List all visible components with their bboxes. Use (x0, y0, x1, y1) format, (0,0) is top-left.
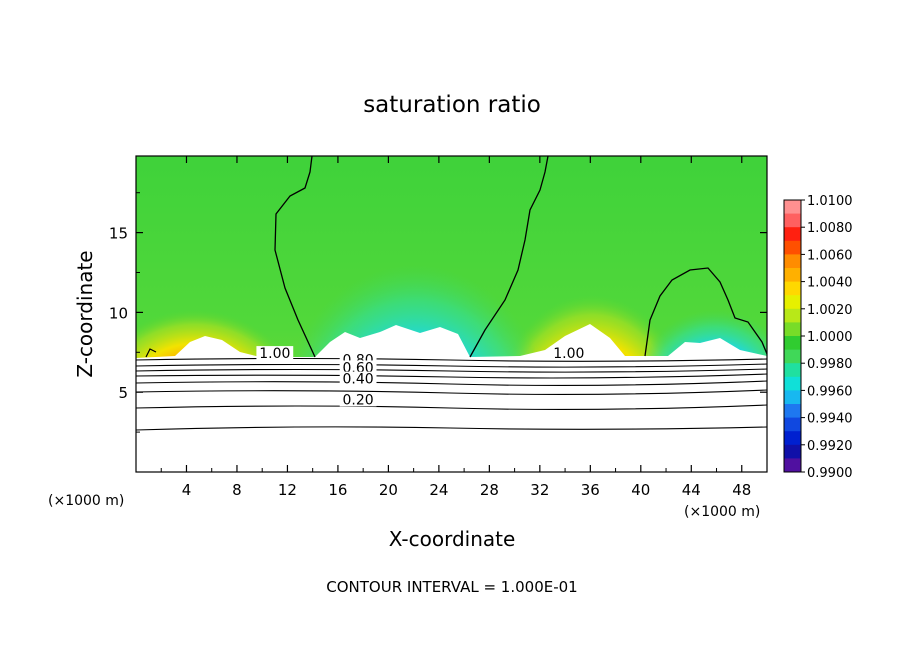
x-tick-label: 8 (232, 481, 242, 499)
y-tick-label: 10 (109, 304, 128, 322)
colorbar-swatch (784, 295, 801, 310)
x-tick-label: 4 (182, 481, 192, 499)
colorbar-label: 0.9920 (807, 439, 853, 454)
colorbar-swatch (784, 200, 801, 215)
colorbar-swatch (784, 390, 801, 405)
contour-label-bg (339, 371, 377, 386)
colorbar-swatch (784, 444, 801, 459)
contour-line (136, 404, 767, 410)
colorbar: 1.0100 1.0080 1.0060 1.0040 1.0020 1.0000 0.99… (783, 194, 853, 481)
contour-labels: 1.001.000.800.600.400.20 (256, 346, 588, 408)
colorbar-label: 0.9960 (807, 384, 853, 399)
y-tick-label: 15 (109, 225, 128, 243)
colorbar-label: 0.9940 (807, 412, 853, 427)
colorbar-swatch (784, 254, 801, 269)
colorbar-swatch (784, 458, 801, 473)
x-tick-label: 24 (429, 481, 448, 499)
contour-label: 0.40 (343, 372, 374, 388)
colorbar-swatch (784, 227, 801, 242)
colorbar-label: 0.9980 (807, 357, 853, 372)
x-tick-label: 44 (682, 481, 701, 499)
colorbar-swatch (784, 240, 801, 255)
colorbar-swatch (784, 336, 801, 351)
contour-line (136, 380, 767, 386)
chart-title: saturation ratio (363, 92, 541, 118)
x-tick-label: 12 (278, 481, 297, 499)
colorbar-swatch (784, 417, 801, 432)
contour-line (136, 373, 767, 379)
colorbar-swatch (784, 431, 801, 446)
contour-line (136, 363, 767, 368)
colorbar-label: 1.0020 (807, 303, 853, 318)
x-tick-label: 48 (732, 481, 751, 499)
colorbar-label: 1.0080 (807, 221, 853, 236)
contour-label-bg (339, 392, 377, 407)
x-unit-left: (×1000 m) (48, 493, 124, 509)
contour-line (136, 389, 767, 395)
contour-label-bg (339, 360, 377, 375)
x-tick-label: 16 (328, 481, 347, 499)
colorbar-label: 1.0000 (807, 330, 853, 345)
y-axis-label: Z-coordinate (73, 250, 97, 377)
contour-line (136, 357, 767, 362)
colorbar-label: 1.0060 (807, 248, 853, 263)
contour-label: 1.00 (259, 346, 290, 362)
colorbar-label: 0.9900 (807, 466, 853, 481)
contour-1-00-a (274, 156, 316, 358)
x-axis: 4 8 12 16 20 24 28 32 36 40 44 48 (160, 156, 751, 499)
contour-label-bg (550, 346, 588, 361)
colorbar-swatch (784, 322, 801, 337)
contour-1-00-c (644, 267, 767, 357)
colorbar-swatch (784, 281, 801, 296)
colorbar-swatch (784, 213, 801, 228)
x-tick-label: 32 (530, 481, 549, 499)
contour-label-bg (256, 346, 294, 361)
contour-label: 0.20 (343, 392, 374, 408)
x-tick-label: 40 (631, 481, 650, 499)
colorbar-label: 1.0100 (807, 194, 853, 209)
colorbar-swatch (784, 363, 801, 378)
x-axis-label: X-coordinate (389, 527, 516, 551)
plot-frame (135, 155, 768, 473)
contour-label: 1.00 (553, 346, 584, 362)
y-axis: 5 10 15 (109, 192, 767, 433)
x-unit-right: (×1000 m) (684, 504, 760, 520)
x-tick-label: 20 (379, 481, 398, 499)
contour-1-00-d (145, 348, 157, 358)
y-tick-label: 5 (118, 384, 128, 402)
contour-line (136, 426, 767, 431)
x-tick-label: 36 (581, 481, 600, 499)
plot-area (136, 156, 767, 472)
contour-line (136, 368, 767, 373)
colorbar-swatch (784, 404, 801, 419)
x-tick-label: 28 (480, 481, 499, 499)
colorbar-swatch (784, 349, 801, 364)
contour-1-00-b (469, 156, 549, 358)
contour-interval-note: CONTOUR INTERVAL = 1.000E-01 (326, 578, 577, 596)
colorbar-swatch (784, 308, 801, 323)
colorbar-swatch (784, 268, 801, 283)
colorbar-label: 1.0040 (807, 276, 853, 291)
colorbar-swatch (784, 376, 801, 391)
